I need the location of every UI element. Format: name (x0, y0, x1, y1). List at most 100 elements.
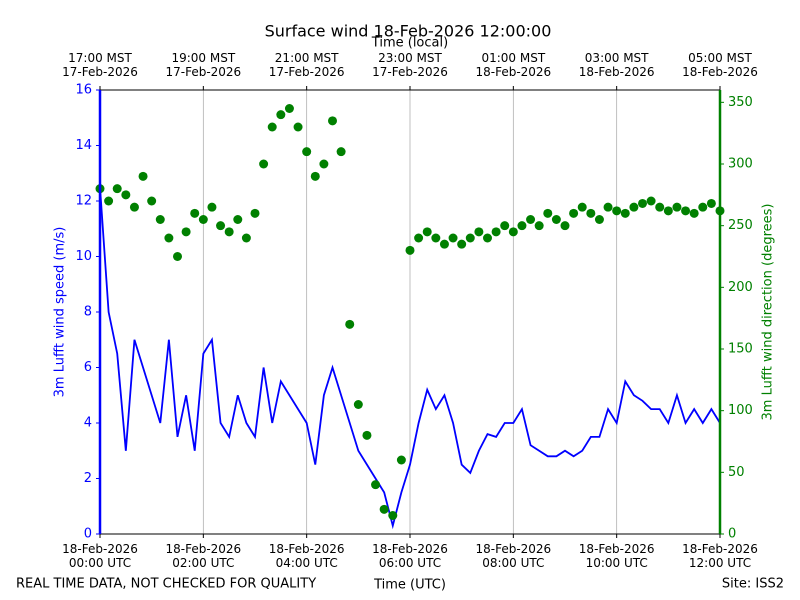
y2-tick-label: 50 (728, 465, 745, 480)
direction-point (121, 190, 131, 200)
y-tick-label: 12 (75, 194, 92, 209)
direction-point (448, 233, 458, 243)
x2-tick-label: 05:00 MST 18-Feb-2026 (682, 51, 758, 79)
direction-point (457, 239, 467, 249)
y-tick-label: 16 (75, 83, 92, 98)
direction-point (414, 233, 424, 243)
direction-point (698, 202, 708, 212)
direction-point (551, 215, 561, 224)
direction-point (233, 215, 243, 224)
x2-tick-label: 01:00 MST 18-Feb-2026 (475, 51, 552, 79)
direction-point (689, 208, 699, 218)
direction-point (302, 147, 312, 157)
direction-point (672, 202, 682, 212)
y-tick-label: 10 (75, 249, 92, 264)
direction-point (526, 215, 536, 224)
x-tick-label: 18-Feb-2026 02:00 UTC (165, 542, 242, 570)
direction-point (655, 202, 665, 212)
x2-tick-label: 03:00 MST 18-Feb-2026 (578, 51, 655, 79)
direction-point (310, 171, 320, 181)
direction-point (181, 227, 191, 237)
direction-point (543, 208, 553, 218)
direction-point (629, 202, 639, 212)
direction-point (594, 215, 604, 224)
x2-tick-label: 21:00 MST 17-Feb-2026 (268, 51, 345, 79)
chart-title: Surface wind 18-Feb-2026 12:00:00 (265, 22, 552, 41)
direction-point (474, 227, 484, 237)
direction-point (155, 215, 165, 224)
direction-point (353, 400, 363, 409)
y2-tick-label: 350 (728, 95, 753, 110)
direction-point (190, 208, 200, 218)
direction-point (612, 206, 622, 216)
direction-point (465, 233, 475, 243)
y2-tick-label: 300 (728, 157, 753, 172)
direction-point (216, 221, 226, 231)
y-axis-label: 3m Lufft wind speed (m/s) (53, 227, 68, 398)
direction-point (569, 208, 579, 218)
direction-point (362, 430, 372, 440)
x-tick-label: 18-Feb-2026 08:00 UTC (475, 542, 552, 570)
direction-point (439, 239, 449, 249)
x2-tick-label: 19:00 MST 17-Feb-2026 (165, 51, 242, 79)
direction-point (603, 202, 613, 212)
y2-axis-label: 3m Lufft wind direction (degrees) (761, 204, 776, 421)
direction-point (319, 159, 329, 169)
direction-point (491, 227, 501, 237)
x-tick-label: 18-Feb-2026 00:00 UTC (62, 542, 138, 570)
direction-point (336, 147, 346, 157)
speed-line (99, 187, 721, 530)
direction-point (663, 206, 673, 216)
y-tick-label: 2 (84, 471, 92, 486)
x-tick-label: 18-Feb-2026 04:00 UTC (268, 542, 345, 570)
y2-tick-label: 250 (728, 218, 753, 233)
direction-point (500, 221, 510, 231)
direction-point (284, 104, 294, 113)
y-tick-label: 0 (84, 527, 92, 542)
direction-point (112, 184, 122, 194)
direction-point (276, 110, 286, 120)
direction-point (267, 122, 277, 132)
direction-point (681, 206, 691, 216)
direction-point (534, 221, 544, 231)
y2-tick-label: 100 (728, 403, 753, 418)
footer-left: REAL TIME DATA, NOT CHECKED FOR QUALITY (16, 577, 316, 592)
direction-point (620, 208, 630, 218)
y-tick-label: 8 (84, 305, 92, 320)
x-axis-label: Time (UTC) (373, 578, 446, 593)
direction-point (328, 116, 337, 126)
direction-point (483, 233, 492, 243)
direction-point (431, 233, 441, 243)
direction-point (577, 202, 587, 212)
direction-point (586, 208, 596, 218)
x-tick-label: 18-Feb-2026 12:00 UTC (682, 542, 758, 570)
x2-tick-label: 17:00 MST 17-Feb-2026 (62, 51, 138, 79)
direction-point (646, 196, 656, 206)
y-tick-label: 4 (84, 416, 92, 431)
direction-point (371, 480, 381, 490)
direction-point (560, 221, 570, 231)
footer-right: Site: ISS2 (722, 577, 784, 592)
direction-point (293, 122, 303, 132)
y2-tick-label: 150 (728, 342, 753, 357)
x-tick-label: 18-Feb-2026 10:00 UTC (578, 542, 655, 570)
y-tick-label: 6 (84, 360, 92, 375)
direction-point (706, 198, 716, 208)
direction-point (147, 196, 157, 206)
direction-point (396, 455, 406, 465)
direction-point (207, 202, 217, 212)
direction-point (173, 252, 182, 261)
direction-point (198, 215, 208, 224)
direction-point (129, 202, 139, 212)
direction-point (405, 245, 415, 255)
direction-point (638, 198, 647, 208)
direction-point (508, 227, 518, 237)
y2-tick-label: 200 (728, 280, 753, 295)
direction-point (422, 227, 432, 237)
direction-point (224, 227, 234, 237)
direction-point (250, 208, 260, 218)
direction-point (345, 319, 355, 329)
direction-point (164, 233, 174, 243)
